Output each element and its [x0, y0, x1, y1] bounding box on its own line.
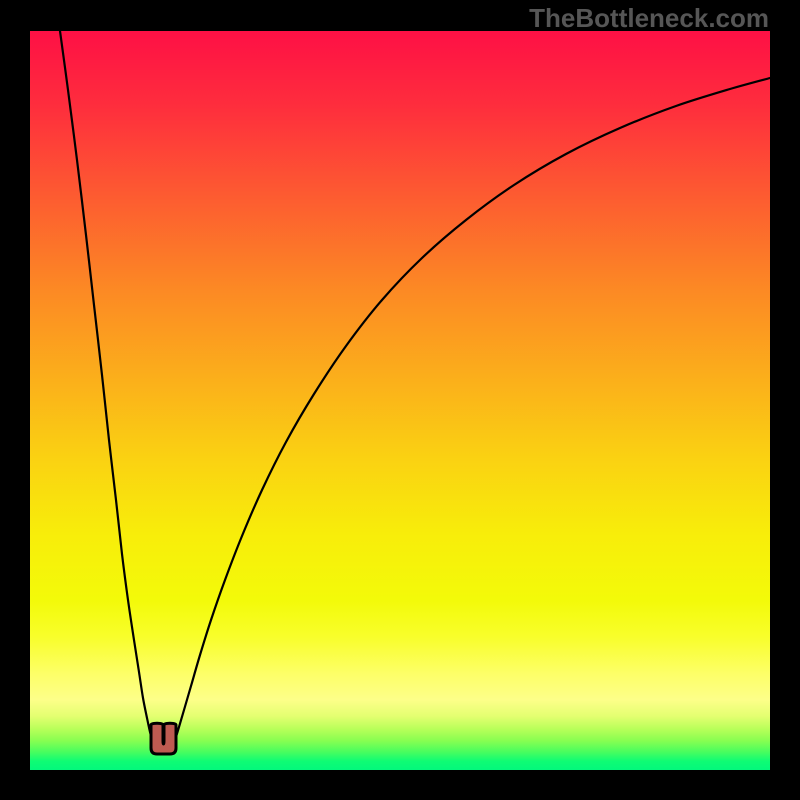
- chart-frame-side-3: [770, 0, 800, 800]
- watermark-text: TheBottleneck.com: [529, 3, 769, 34]
- chart-svg: [0, 0, 800, 800]
- chart-frame-side-2: [0, 0, 30, 800]
- chart-background-gradient: [30, 31, 770, 770]
- curve-notch-marker: [151, 723, 176, 754]
- chart-frame-side-1: [0, 770, 800, 800]
